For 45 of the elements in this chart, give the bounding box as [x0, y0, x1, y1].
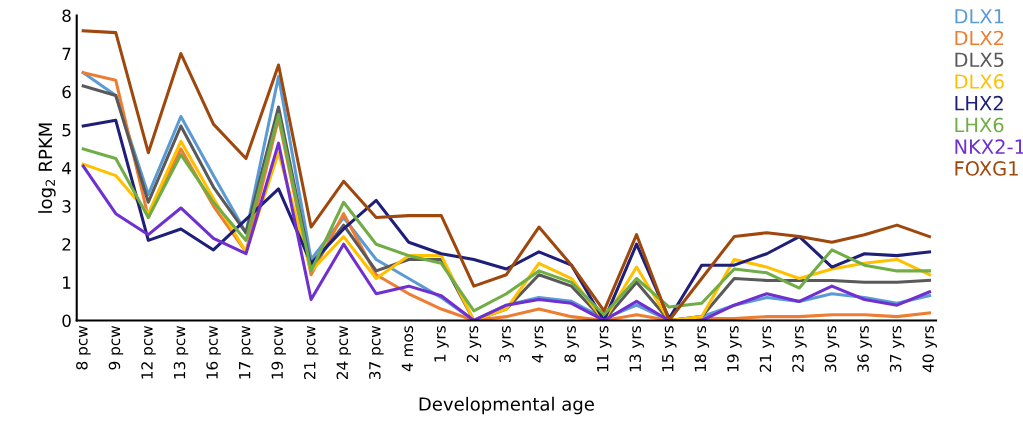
x-tick-label: 19 pcw	[271, 325, 286, 379]
text: DLX6	[955, 74, 1004, 89]
y-tick-label: 6	[62, 85, 71, 99]
text: DLX1	[955, 9, 1004, 24]
x-tick-label: 15 yrs	[662, 326, 677, 372]
y-tick-label: 3	[62, 200, 71, 213]
x-tick-label: 1 yrs	[434, 326, 449, 362]
x-axis-title: Developmental age	[419, 396, 594, 415]
x-tick-label: 37 yrs	[889, 326, 905, 372]
x-tick-label: 23 yrs	[792, 326, 807, 372]
text: DLX5	[955, 52, 1004, 68]
x-tick-label: 4 yrs	[532, 326, 547, 363]
x-tick-label: 12 pcw	[141, 325, 156, 379]
x-tick-label: 8 pcw	[76, 325, 91, 370]
text: LHX6	[955, 117, 1004, 133]
x-tick-label: 2 yrs	[466, 326, 482, 363]
y-tick-label: 4	[62, 162, 71, 175]
x-tick-label: 11 yrs	[597, 326, 612, 372]
y-tick-label: 2	[62, 238, 71, 251]
text: DLX2	[955, 30, 1004, 46]
x-tick-label: 13 pcw	[173, 325, 189, 379]
x-tick-label: 8 yrs	[564, 326, 579, 363]
text: LHX2	[955, 95, 1003, 111]
x-tick-label: 30 yrs	[824, 326, 840, 372]
y-tick-label: 0	[62, 314, 71, 328]
y-tick-label: 1	[63, 276, 71, 289]
x-tick-label: 21 pcw	[303, 325, 319, 380]
x-tick-label: 36 yrs	[857, 326, 872, 372]
x-tick-label: 13 yrs	[629, 326, 644, 372]
y-tick-label: 8	[62, 9, 71, 23]
x-tick-label: 18 yrs	[694, 326, 710, 372]
y-tick-label: 7	[62, 47, 71, 60]
x-tick-label: 17 pcw	[239, 325, 254, 379]
x-tick-label: 16 pcw	[206, 325, 221, 379]
x-tick-label: 40 yrs	[922, 326, 937, 373]
x-tick-label: 19 yrs	[727, 326, 742, 372]
x-tick-label: 9 pcw	[108, 325, 124, 370]
x-tick-label: 3 yrs	[499, 326, 514, 362]
x-tick-label: 37 pcw	[369, 325, 384, 380]
text: FOXG1	[955, 161, 1018, 176]
y-axis-title: log$_{2}$ RPKM	[38, 123, 56, 213]
y-tick-label: 5	[62, 124, 71, 137]
x-tick-label: 21 yrs	[759, 326, 775, 372]
x-tick-label: 24 pcw	[336, 325, 352, 380]
x-tick-label: 4 mos	[401, 326, 414, 372]
